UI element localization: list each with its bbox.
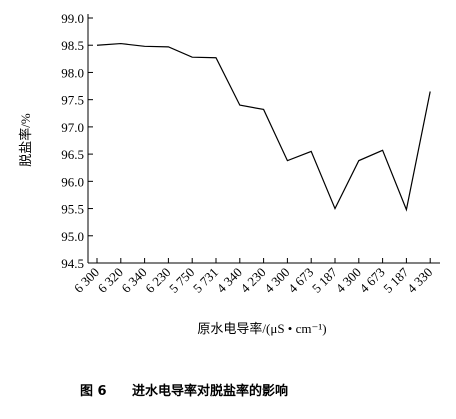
y-tick-label: 94.5 xyxy=(61,256,84,271)
x-tick-label: 5 731 xyxy=(190,265,221,296)
x-tick-label: 6 230 xyxy=(142,265,173,296)
x-tick-label: 4 230 xyxy=(237,265,268,296)
x-tick-label: 4 300 xyxy=(333,265,364,296)
data-line xyxy=(96,42,431,212)
x-tick-label: 4 340 xyxy=(214,265,245,296)
caption-text: 进水电导率对脱盐率的影响 xyxy=(132,383,288,399)
y-tick-label: 96.0 xyxy=(61,174,84,189)
x-tick-label: 4 673 xyxy=(356,265,387,296)
x-tick-label: 6 320 xyxy=(95,265,126,296)
y-tick-label: 98.0 xyxy=(61,65,84,80)
x-tick-label: 5 187 xyxy=(309,264,341,296)
x-tick-label: 6 340 xyxy=(118,265,149,296)
x-axis-label: 原水电导率/(μS • cm⁻¹) xyxy=(197,321,326,336)
y-tick-label: 99.0 xyxy=(61,11,84,26)
y-tick-label: 95.0 xyxy=(61,229,84,244)
x-tick-label: 4 673 xyxy=(285,265,316,296)
caption-number: 图 6 xyxy=(80,384,107,399)
x-tick-label: 5 187 xyxy=(380,264,412,296)
x-tick-label: 5 750 xyxy=(166,265,197,296)
y-tick-label: 97.0 xyxy=(61,120,84,135)
x-tick-label: 4 330 xyxy=(404,265,435,296)
y-tick-label: 96.5 xyxy=(61,147,84,162)
x-tick-label: 4 300 xyxy=(261,265,292,296)
y-tick-label: 97.5 xyxy=(61,93,84,108)
y-tick-label: 95.5 xyxy=(61,202,84,217)
y-axis-label: 脱盐率/% xyxy=(18,113,33,167)
y-tick-label: 98.5 xyxy=(61,38,84,53)
